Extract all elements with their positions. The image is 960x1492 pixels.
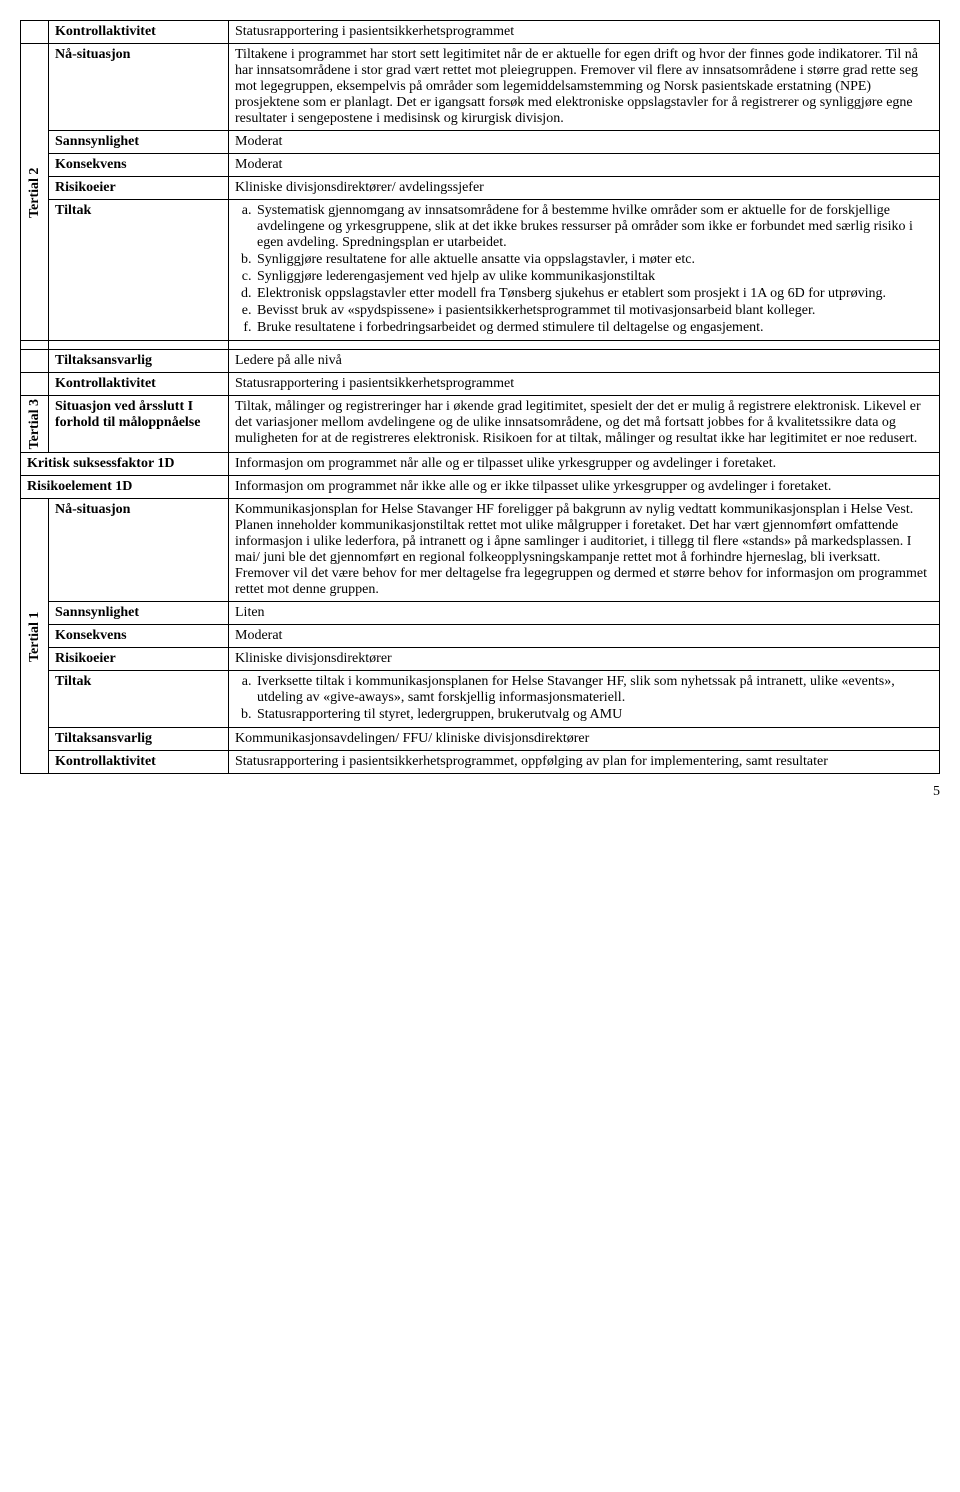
label-konsekvens-t1: Konsekvens bbox=[49, 625, 229, 648]
value-kontrollaktivitet: Statusrapportering i pasientsikkerhetspr… bbox=[229, 21, 940, 44]
label-sannsynlighet-t2: Sannsynlighet bbox=[49, 131, 229, 154]
tiltak-item: Statusrapportering til styret, ledergrup… bbox=[255, 707, 933, 723]
label-kontrollaktivitet-t1: Kontrollaktivitet bbox=[49, 751, 229, 774]
value-tiltaksansvarlig-mid: Ledere på alle nivå bbox=[229, 350, 940, 373]
tertial-3-label: Tertial 3 bbox=[21, 396, 49, 453]
value-sannsynlighet-t1: Liten bbox=[229, 602, 940, 625]
label-kontrollaktivitet-mid: Kontrollaktivitet bbox=[49, 373, 229, 396]
value-risikoeier-t2: Kliniske divisjonsdirektører/ avdelingss… bbox=[229, 177, 940, 200]
label-risikoeier-t1: Risikoeier bbox=[49, 648, 229, 671]
value-na-situasjon-t2: Tiltakene i programmet har stort sett le… bbox=[229, 44, 940, 131]
tertial-1-label: Tertial 1 bbox=[21, 499, 49, 774]
value-kontrollaktivitet-t1: Statusrapportering i pasientsikkerhetspr… bbox=[229, 751, 940, 774]
label-sannsynlighet-t1: Sannsynlighet bbox=[49, 602, 229, 625]
tiltak-item: Synliggjøre lederengasjement ved hjelp a… bbox=[255, 269, 933, 285]
value-na-situasjon-t1: Kommunikasjonsplan for Helse Stavanger H… bbox=[229, 499, 940, 602]
label-tiltak-t1: Tiltak bbox=[49, 671, 229, 728]
page-number: 5 bbox=[20, 784, 940, 800]
value-konsekvens-t1: Moderat bbox=[229, 625, 940, 648]
document-table: Kontrollaktivitet Statusrapportering i p… bbox=[20, 20, 940, 774]
tertial-2-label: Tertial 2 bbox=[21, 44, 49, 341]
label-risikoelement: Risikoelement 1D bbox=[21, 476, 229, 499]
empty-cell bbox=[21, 350, 49, 373]
label-tiltaksansvarlig-t1: Tiltaksansvarlig bbox=[49, 728, 229, 751]
tiltak-list-t1: Iverksette tiltak i kommunikasjonsplanen… bbox=[235, 674, 933, 723]
tiltak-item: Bevisst bruk av «spydspissene» i pasient… bbox=[255, 303, 933, 319]
value-risikoeier-t1: Kliniske divisjonsdirektører bbox=[229, 648, 940, 671]
value-ksf: Informasjon om programmet når alle og er… bbox=[229, 453, 940, 476]
label-na-situasjon-t2: Nå-situasjon bbox=[49, 44, 229, 131]
tiltak-list-t2: Systematisk gjennomgang av innsatsområde… bbox=[235, 203, 933, 336]
label-situasjon-t3: Situasjon ved årsslutt I forhold til mål… bbox=[49, 396, 229, 453]
value-kontrollaktivitet-mid: Statusrapportering i pasientsikkerhetspr… bbox=[229, 373, 940, 396]
value-tiltaksansvarlig-t1: Kommunikasjonsavdelingen/ FFU/ kliniske … bbox=[229, 728, 940, 751]
label-tiltak-t2: Tiltak bbox=[49, 200, 229, 341]
label-ksf: Kritisk suksessfaktor 1D bbox=[21, 453, 229, 476]
value-risikoelement: Informasjon om programmet når ikke alle … bbox=[229, 476, 940, 499]
empty-cell bbox=[21, 21, 49, 44]
label-risikoeier-t2: Risikoeier bbox=[49, 177, 229, 200]
label-konsekvens-t2: Konsekvens bbox=[49, 154, 229, 177]
value-tiltak-t1: Iverksette tiltak i kommunikasjonsplanen… bbox=[229, 671, 940, 728]
value-situasjon-t3: Tiltak, målinger og registreringer har i… bbox=[229, 396, 940, 453]
label-na-situasjon-t1: Nå-situasjon bbox=[49, 499, 229, 602]
label-tiltaksansvarlig-mid: Tiltaksansvarlig bbox=[49, 350, 229, 373]
tiltak-item: Synliggjøre resultatene for alle aktuell… bbox=[255, 252, 933, 268]
label-kontrollaktivitet: Kontrollaktivitet bbox=[49, 21, 229, 44]
value-sannsynlighet-t2: Moderat bbox=[229, 131, 940, 154]
tiltak-item: Elektronisk oppslagstavler etter modell … bbox=[255, 286, 933, 302]
empty-cell bbox=[21, 373, 49, 396]
value-konsekvens-t2: Moderat bbox=[229, 154, 940, 177]
tiltak-item: Systematisk gjennomgang av innsatsområde… bbox=[255, 203, 933, 251]
value-tiltak-t2: Systematisk gjennomgang av innsatsområde… bbox=[229, 200, 940, 341]
tiltak-item: Iverksette tiltak i kommunikasjonsplanen… bbox=[255, 674, 933, 706]
tiltak-item: Bruke resultatene i forbedringsarbeidet … bbox=[255, 320, 933, 336]
